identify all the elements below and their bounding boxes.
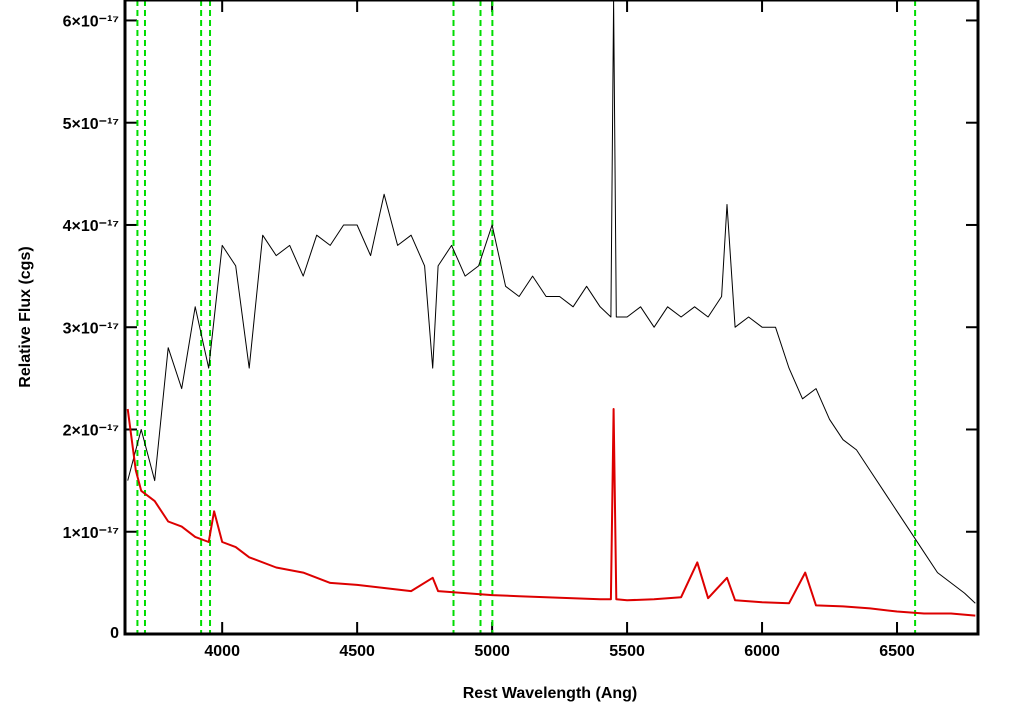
y-tick-label: 2×10⁻¹⁷ [63,423,119,440]
x-tick-label: 5500 [609,643,645,660]
x-tick-label: 6500 [879,643,915,660]
y-tick-label: 4×10⁻¹⁷ [63,218,119,235]
plot-frame [123,0,980,636]
x-tick-label: 6000 [744,643,780,660]
y-tick-label: 5×10⁻¹⁷ [63,116,119,133]
y-axis-title: Relative Flux (cgs) [17,246,34,387]
y-tick-label: 0 [110,625,119,642]
y-tick-label: 6×10⁻¹⁷ [63,14,119,31]
x-tick-label: 4500 [339,643,375,660]
spectrum-line [127,0,976,604]
x-tick-label: 4000 [204,643,240,660]
spectrum-line [126,408,976,617]
y-tick-label: 1×10⁻¹⁷ [63,525,119,542]
x-axis-title: Rest Wavelength (Ang) [463,685,638,702]
y-tick-label: 3×10⁻¹⁷ [63,320,119,337]
x-tick-label: 5000 [474,643,510,660]
